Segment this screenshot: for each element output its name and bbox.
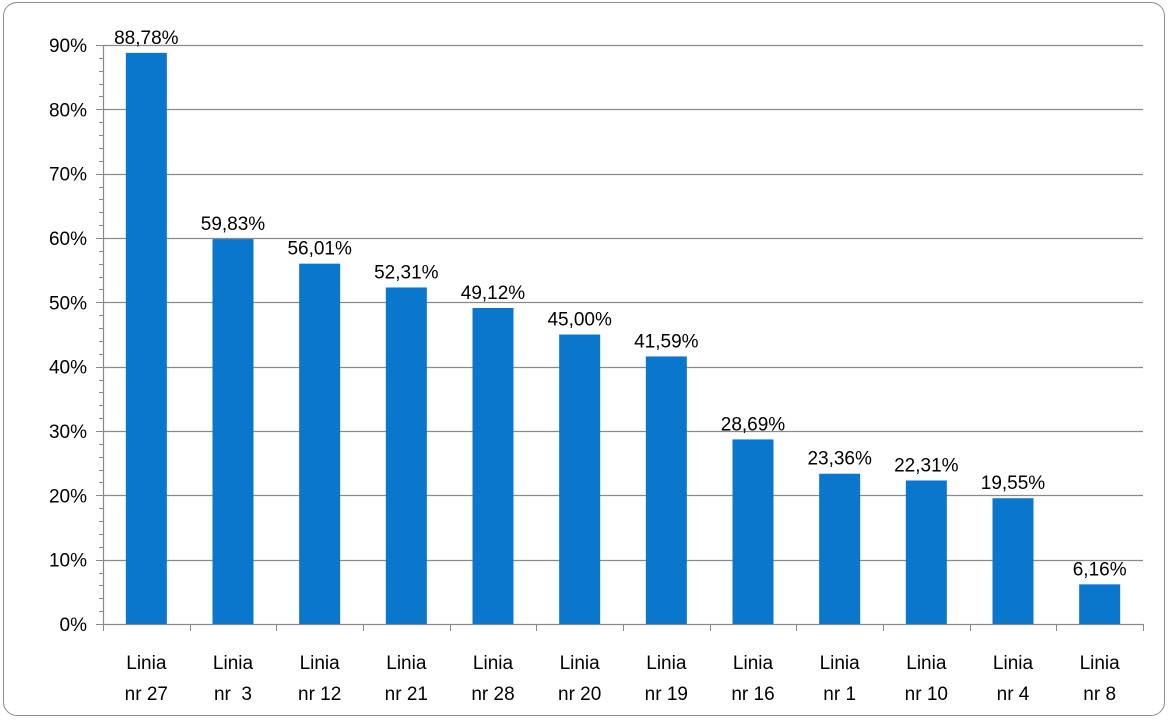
category-label: nr 3 bbox=[214, 684, 252, 705]
category-label: nr 20 bbox=[558, 684, 601, 705]
category-label: Linia bbox=[386, 653, 427, 674]
category-label: Linia bbox=[906, 653, 947, 674]
category-label: nr 4 bbox=[997, 684, 1030, 705]
bar-11 bbox=[992, 498, 1034, 624]
data-label: 28,69% bbox=[721, 414, 786, 435]
data-label: 6,16% bbox=[1073, 559, 1127, 580]
bar-6 bbox=[559, 334, 601, 624]
category-label: Linia bbox=[646, 653, 687, 674]
bar-9 bbox=[819, 473, 861, 624]
data-label: 52,31% bbox=[374, 262, 439, 283]
y-tick-label: 40% bbox=[49, 358, 87, 379]
data-label: 22,31% bbox=[894, 455, 959, 476]
bar-7 bbox=[645, 356, 687, 624]
data-label: 56,01% bbox=[287, 239, 352, 260]
category-label: nr 28 bbox=[471, 684, 514, 705]
category-label: nr 12 bbox=[298, 684, 341, 705]
y-tick-label: 30% bbox=[49, 422, 87, 443]
category-label: nr 19 bbox=[645, 684, 688, 705]
bar-4 bbox=[385, 287, 427, 624]
y-tick-label: 80% bbox=[49, 100, 87, 121]
category-label: nr 10 bbox=[905, 684, 948, 705]
y-tick-label: 70% bbox=[49, 165, 87, 186]
category-label: nr 8 bbox=[1083, 684, 1116, 705]
category-label: Linia bbox=[993, 653, 1034, 674]
y-tick-label: 10% bbox=[49, 551, 87, 572]
category-label: Linia bbox=[1080, 653, 1121, 674]
category-label: Linia bbox=[560, 653, 601, 674]
data-label: 19,55% bbox=[981, 473, 1046, 494]
category-label: Linia bbox=[126, 653, 167, 674]
category-label: Linia bbox=[733, 653, 774, 674]
y-tick-label: 60% bbox=[49, 229, 87, 250]
bar-2 bbox=[212, 239, 254, 624]
data-label: 49,12% bbox=[461, 283, 526, 304]
y-tick-label: 50% bbox=[49, 293, 87, 314]
category-label: Linia bbox=[473, 653, 514, 674]
data-label: 45,00% bbox=[547, 310, 612, 331]
category-label: nr 21 bbox=[385, 684, 428, 705]
category-label: Linia bbox=[820, 653, 861, 674]
category-label: Linia bbox=[213, 653, 254, 674]
bar-3 bbox=[299, 263, 341, 624]
bar-12 bbox=[1079, 584, 1121, 624]
data-label: 59,83% bbox=[201, 214, 266, 235]
category-label: nr 1 bbox=[823, 684, 856, 705]
category-label: nr 27 bbox=[125, 684, 168, 705]
y-tick-label: 20% bbox=[49, 486, 87, 507]
data-label: 41,59% bbox=[634, 331, 699, 352]
y-tick-label: 90% bbox=[49, 36, 87, 57]
data-label: 23,36% bbox=[807, 449, 872, 470]
bar-5 bbox=[472, 307, 514, 624]
data-label: 88,78% bbox=[114, 28, 179, 49]
bar-10 bbox=[905, 480, 947, 624]
category-label: Linia bbox=[300, 653, 341, 674]
bar-8 bbox=[732, 439, 774, 624]
bar-1 bbox=[125, 52, 167, 624]
category-label: nr 16 bbox=[731, 684, 774, 705]
y-tick-label: 0% bbox=[60, 615, 88, 636]
